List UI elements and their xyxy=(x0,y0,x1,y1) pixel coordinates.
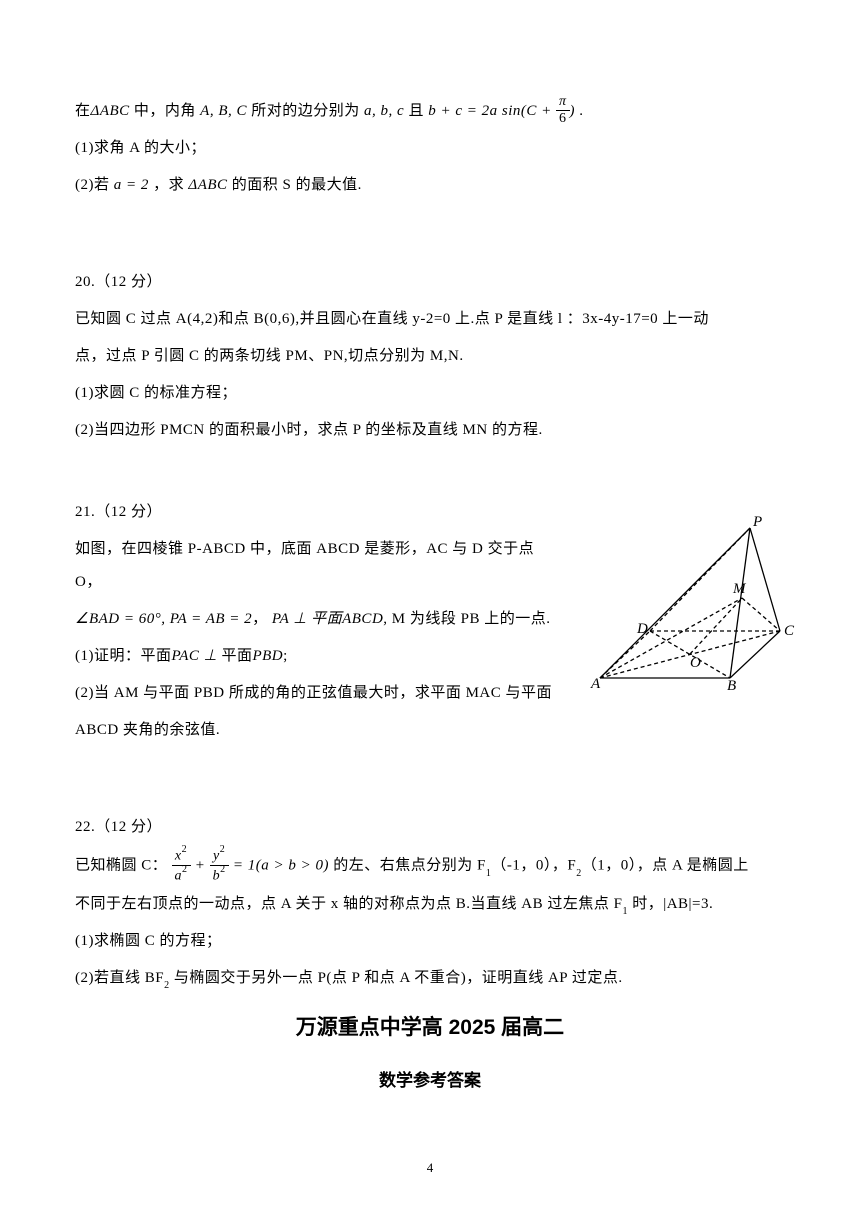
p21-q2a: (2)当 AM 与平面 PBD 所成的角的正弦值最大时，求平面 MAC 与平面 xyxy=(75,677,565,710)
p20-line1: 已知圆 C 过点 A(4,2)和点 B(0,6),并且圆心在直线 y-2=0 上… xyxy=(75,303,785,336)
p19-q1: (1)求角 A 的大小； xyxy=(75,132,785,165)
p22-line2: 不同于左右顶点的一动点，点 A 关于 x 轴的对称点为点 B.当直线 AB 过左… xyxy=(75,888,785,921)
p22-q1: (1)求椭圆 C 的方程； xyxy=(75,925,785,958)
answer-title: 万源重点中学高 2025 届高二 xyxy=(75,1005,785,1051)
p22-header: 22.（12 分） xyxy=(75,811,785,844)
svg-text:O: O xyxy=(690,655,701,671)
document-content: 在ΔABC 中，内角 A, B, C 所对的边分别为 a, b, c 且 b +… xyxy=(75,95,785,1099)
pyramid-figure: P A B C D M O xyxy=(565,508,795,693)
p21-q1: (1)证明：平面PAC ⊥ 平面PBD; xyxy=(75,640,565,673)
p21-line1: 如图，在四棱锥 P-ABCD 中，底面 ABCD 是菱形，AC 与 D 交于点 … xyxy=(75,533,565,599)
p20-header: 20.（12 分） xyxy=(75,266,785,299)
p19-line1: 在ΔABC 中，内角 A, B, C 所对的边分别为 a, b, c 且 b +… xyxy=(75,95,785,128)
p20-q1: (1)求圆 C 的标准方程； xyxy=(75,377,785,410)
p20-q2: (2)当四边形 PMCN 的面积最小时，求点 P 的坐标及直线 MN 的方程. xyxy=(75,414,785,447)
svg-text:D: D xyxy=(636,621,648,637)
p22-q2: (2)若直线 BF2 与椭圆交于另外一点 P(点 P 和点 A 不重合)，证明直… xyxy=(75,962,785,995)
p19-q2: (2)若 a = 2 ，求 ΔABC 的面积 S 的最大值. xyxy=(75,169,785,202)
page-number: 4 xyxy=(427,1160,434,1176)
p21-figure-container: P A B C D M O 如图，在四棱锥 P-ABCD 中，底面 ABCD 是… xyxy=(75,533,785,747)
p21-line2: ∠BAD = 60°, PA = AB = 2， PA ⊥ 平面ABCD, M … xyxy=(75,603,565,636)
svg-text:B: B xyxy=(727,678,736,693)
p20-line2: 点，过点 P 引圆 C 的两条切线 PM、PN,切点分别为 M,N. xyxy=(75,340,785,373)
svg-text:A: A xyxy=(590,676,601,692)
svg-text:M: M xyxy=(732,581,747,597)
p22-line1: 已知椭圆 C： x2a2 + y2b2 = 1(a > b > 0) 的左、右焦… xyxy=(75,848,785,884)
svg-text:P: P xyxy=(752,514,762,530)
p21-q2b: ABCD 夹角的余弦值. xyxy=(75,714,565,747)
answer-subtitle: 数学参考答案 xyxy=(75,1062,785,1099)
svg-text:C: C xyxy=(784,623,795,639)
